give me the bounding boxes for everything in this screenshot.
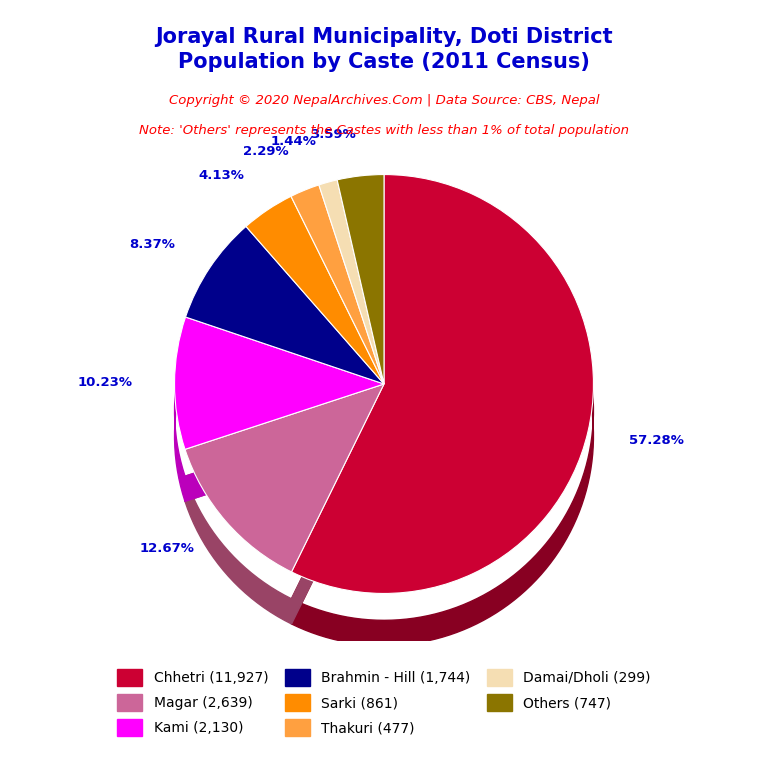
Wedge shape [319, 180, 384, 384]
Text: 10.23%: 10.23% [78, 376, 133, 389]
Wedge shape [185, 384, 384, 572]
Wedge shape [246, 197, 384, 384]
Text: Note: 'Others' represents the Castes with less than 1% of total population: Note: 'Others' represents the Castes wit… [139, 124, 629, 137]
Text: 3.59%: 3.59% [310, 127, 356, 141]
Polygon shape [185, 411, 384, 502]
Polygon shape [174, 344, 186, 502]
Wedge shape [291, 185, 384, 384]
Text: 2.29%: 2.29% [243, 145, 289, 158]
Text: 4.13%: 4.13% [198, 169, 244, 181]
Polygon shape [292, 201, 594, 645]
Wedge shape [174, 317, 384, 449]
Wedge shape [292, 174, 594, 594]
Legend: Chhetri (11,927), Magar (2,639), Kami (2,130), Brahmin - Hill (1,744), Sarki (86: Chhetri (11,927), Magar (2,639), Kami (2… [112, 664, 656, 742]
Polygon shape [185, 476, 292, 624]
Text: Jorayal Rural Municipality, Doti District
Population by Caste (2011 Census): Jorayal Rural Municipality, Doti Distric… [155, 27, 613, 72]
Polygon shape [185, 411, 384, 502]
Text: 8.37%: 8.37% [129, 238, 175, 251]
Text: 57.28%: 57.28% [629, 435, 684, 448]
Text: 1.44%: 1.44% [271, 135, 316, 148]
Polygon shape [292, 411, 384, 624]
Polygon shape [292, 411, 384, 624]
Text: Copyright © 2020 NepalArchives.Com | Data Source: CBS, Nepal: Copyright © 2020 NepalArchives.Com | Dat… [169, 94, 599, 107]
Wedge shape [186, 227, 384, 384]
Wedge shape [337, 174, 384, 384]
Text: 12.67%: 12.67% [139, 542, 194, 555]
